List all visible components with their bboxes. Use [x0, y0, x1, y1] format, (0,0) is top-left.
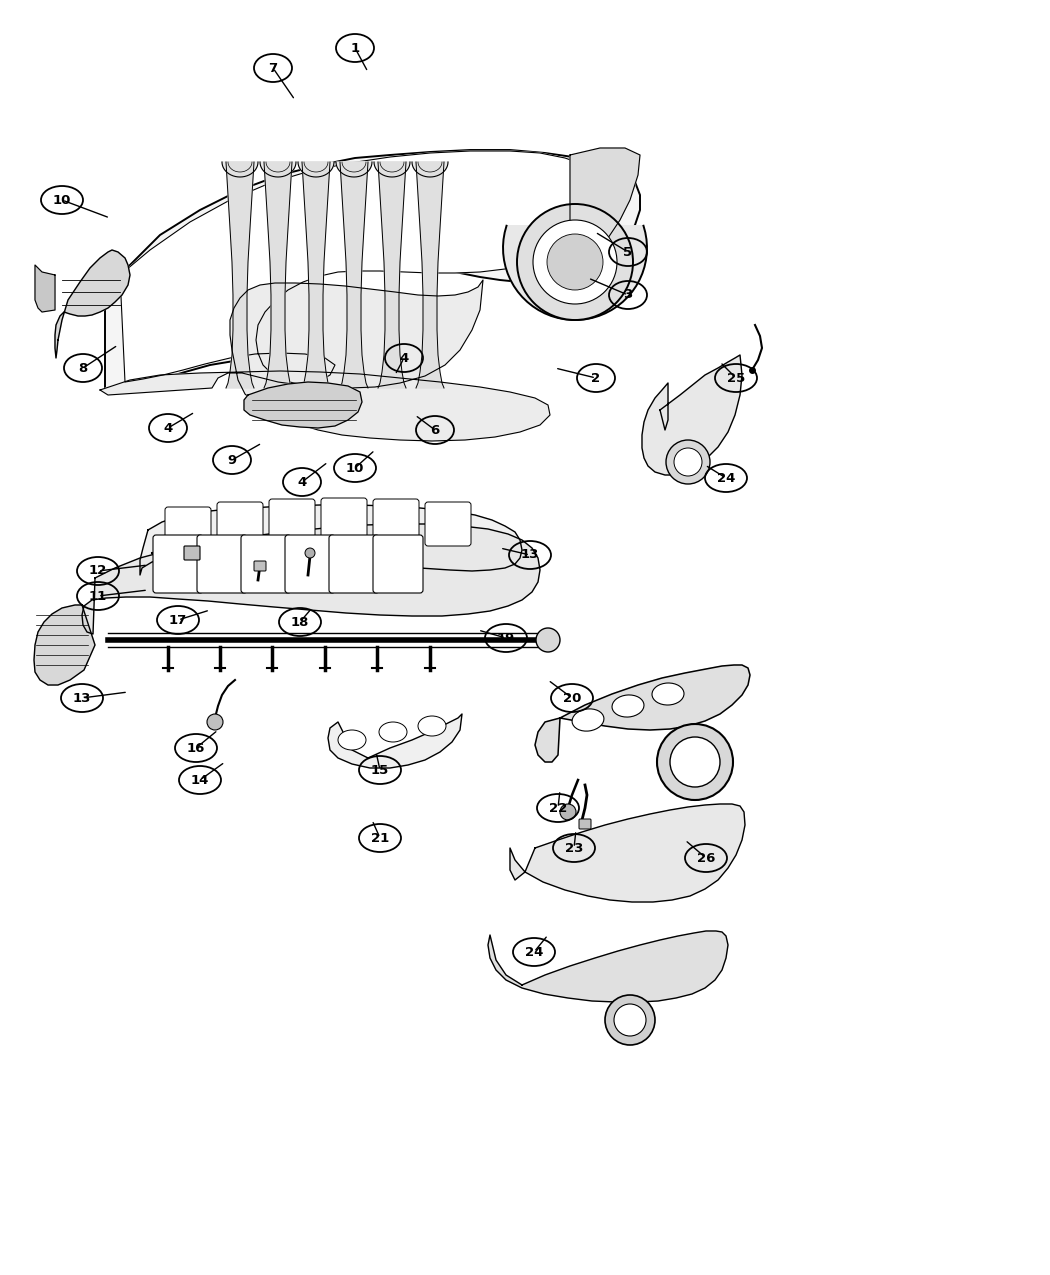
Circle shape [670, 737, 720, 787]
Polygon shape [35, 265, 55, 312]
Text: 18: 18 [291, 616, 309, 629]
Circle shape [517, 204, 633, 320]
Text: 4: 4 [297, 476, 307, 488]
Polygon shape [488, 931, 728, 1002]
Polygon shape [264, 162, 292, 388]
Text: 21: 21 [371, 831, 390, 844]
Circle shape [657, 724, 733, 799]
Polygon shape [140, 505, 522, 575]
Polygon shape [298, 162, 334, 177]
FancyBboxPatch shape [242, 536, 291, 593]
Ellipse shape [652, 683, 684, 705]
Ellipse shape [572, 709, 604, 731]
Text: 6: 6 [430, 423, 440, 436]
Text: 10: 10 [52, 194, 71, 207]
Polygon shape [510, 805, 746, 901]
FancyBboxPatch shape [329, 536, 379, 593]
Text: 25: 25 [727, 371, 745, 385]
Text: 22: 22 [549, 802, 567, 815]
Text: 1: 1 [351, 42, 359, 55]
FancyBboxPatch shape [184, 546, 200, 560]
Ellipse shape [338, 731, 366, 750]
Polygon shape [105, 150, 640, 398]
Polygon shape [34, 606, 94, 685]
Text: 9: 9 [228, 454, 236, 467]
Polygon shape [226, 162, 254, 388]
Circle shape [533, 221, 617, 303]
Polygon shape [100, 280, 550, 441]
Text: 4: 4 [164, 422, 172, 435]
Polygon shape [570, 148, 640, 250]
Polygon shape [340, 162, 367, 388]
FancyBboxPatch shape [425, 502, 471, 546]
Text: 23: 23 [565, 842, 583, 854]
Polygon shape [503, 226, 647, 320]
Circle shape [536, 629, 560, 652]
FancyBboxPatch shape [165, 507, 211, 551]
FancyBboxPatch shape [254, 561, 266, 571]
FancyBboxPatch shape [269, 499, 315, 543]
Polygon shape [82, 524, 540, 634]
Polygon shape [55, 250, 130, 358]
Text: 13: 13 [521, 548, 540, 561]
Text: 26: 26 [697, 852, 715, 864]
Text: 14: 14 [191, 774, 209, 787]
Ellipse shape [379, 722, 407, 742]
Text: 12: 12 [89, 565, 107, 578]
Text: 24: 24 [525, 946, 543, 959]
Text: 3: 3 [624, 288, 632, 301]
Text: 8: 8 [79, 362, 87, 375]
Text: 5: 5 [624, 246, 632, 259]
FancyBboxPatch shape [321, 499, 368, 542]
Polygon shape [536, 666, 750, 762]
Text: 13: 13 [72, 691, 91, 705]
Ellipse shape [418, 717, 446, 736]
FancyBboxPatch shape [153, 536, 203, 593]
Circle shape [674, 448, 702, 476]
Circle shape [207, 714, 223, 731]
FancyBboxPatch shape [197, 536, 247, 593]
Text: 20: 20 [563, 691, 582, 705]
Text: 15: 15 [371, 764, 390, 776]
Circle shape [304, 548, 315, 558]
Polygon shape [222, 162, 258, 177]
Polygon shape [378, 162, 406, 388]
Text: 24: 24 [717, 472, 735, 484]
Circle shape [560, 805, 576, 820]
Circle shape [547, 235, 603, 289]
Polygon shape [374, 162, 410, 177]
Text: 10: 10 [345, 462, 364, 474]
Text: 19: 19 [497, 631, 516, 644]
Circle shape [614, 1003, 646, 1037]
Polygon shape [120, 150, 615, 384]
Polygon shape [642, 354, 742, 476]
Text: 7: 7 [269, 61, 277, 74]
FancyBboxPatch shape [373, 536, 423, 593]
Polygon shape [260, 162, 296, 177]
Text: 11: 11 [89, 589, 107, 603]
FancyBboxPatch shape [285, 536, 335, 593]
Text: 2: 2 [591, 371, 601, 385]
Circle shape [666, 440, 710, 484]
Text: 16: 16 [187, 742, 205, 755]
Text: 4: 4 [399, 352, 408, 365]
FancyBboxPatch shape [217, 502, 262, 546]
Polygon shape [416, 162, 444, 388]
FancyBboxPatch shape [579, 819, 591, 829]
Polygon shape [244, 382, 362, 428]
Polygon shape [328, 714, 462, 768]
Polygon shape [336, 162, 372, 177]
Circle shape [605, 994, 655, 1046]
Text: 17: 17 [169, 613, 187, 626]
Ellipse shape [612, 695, 644, 717]
Polygon shape [412, 162, 448, 177]
FancyBboxPatch shape [373, 499, 419, 543]
Polygon shape [302, 162, 330, 388]
